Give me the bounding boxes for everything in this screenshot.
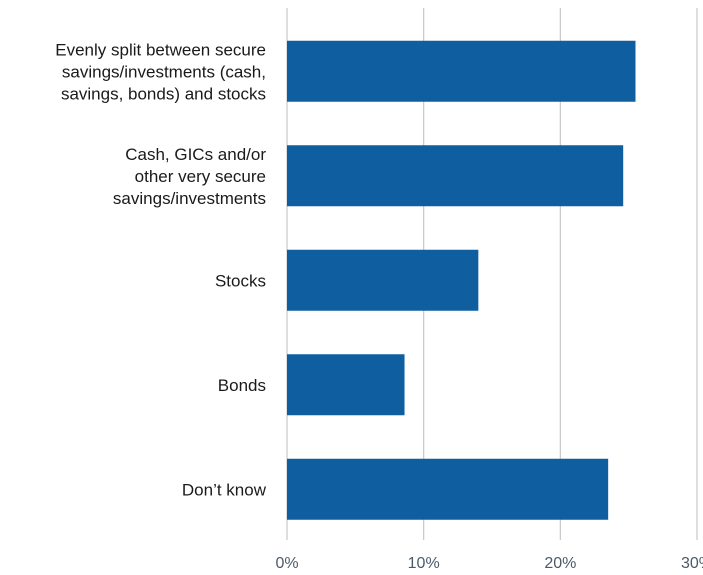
category-label: savings/investments (cash, (62, 62, 266, 81)
category-label: savings, bonds) and stocks (61, 84, 266, 103)
x-tick-label: 20% (544, 555, 576, 572)
bar (287, 145, 624, 207)
x-tick-label: 10% (408, 555, 440, 572)
x-tick-label: 0% (275, 555, 298, 572)
category-label: savings/investments (113, 189, 266, 208)
bar (287, 249, 479, 311)
x-tick-labels: 0% 10% 20% 30% (275, 555, 703, 572)
category-label: other very secure (135, 167, 266, 186)
category-label: Don’t know (182, 480, 267, 499)
category-labels: Evenly split between secure savings/inves… (55, 40, 266, 499)
x-tick-label: 30% (681, 555, 703, 572)
category-label: Evenly split between secure (55, 40, 266, 59)
bar (287, 458, 609, 520)
bar (287, 40, 636, 102)
category-label: Bonds (218, 376, 266, 395)
category-label: Cash, GICs and/or (125, 145, 266, 164)
category-label: Stocks (215, 271, 266, 290)
bars (287, 40, 636, 520)
bar (287, 354, 405, 416)
